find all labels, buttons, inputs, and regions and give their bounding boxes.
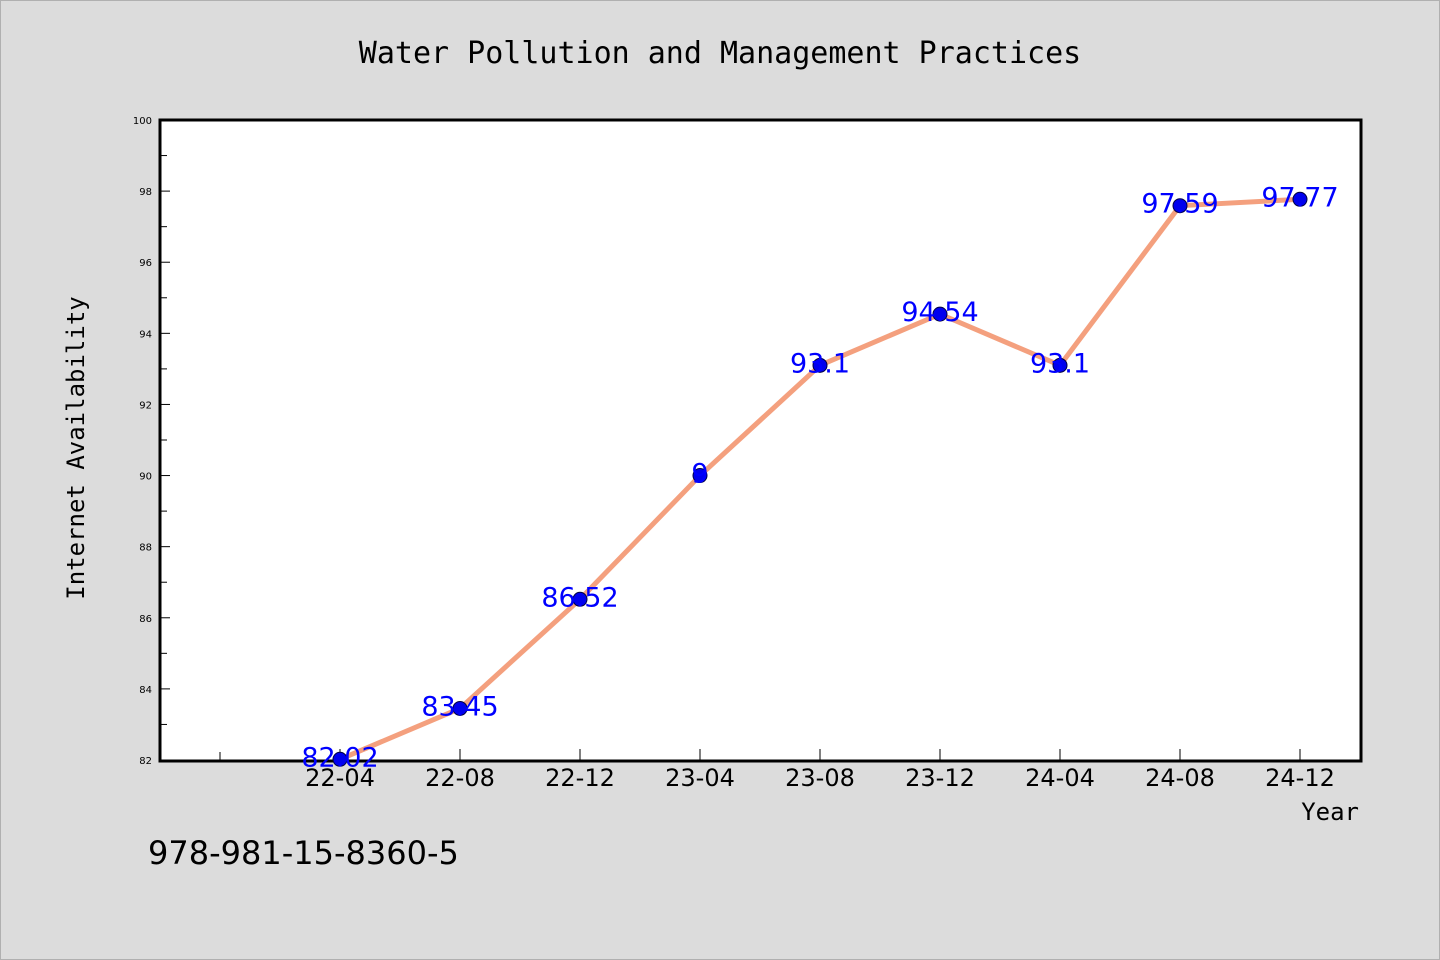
data-point bbox=[452, 700, 468, 716]
series-markers bbox=[332, 191, 1308, 767]
y-tick-label: 94 bbox=[139, 329, 152, 340]
x-tick-label: 22-12 bbox=[545, 764, 615, 792]
y-tick-label: 96 bbox=[139, 258, 152, 269]
x-tick-label: 24-12 bbox=[1265, 764, 1335, 792]
y-tick-label: 98 bbox=[139, 187, 152, 198]
x-axis-label: Year bbox=[1301, 798, 1359, 826]
y-tick-label: 100 bbox=[133, 116, 152, 127]
y-tick-label: 86 bbox=[139, 614, 152, 625]
data-point bbox=[1172, 198, 1188, 214]
y-axis-label: Internet Availability bbox=[62, 296, 90, 599]
data-label: 93.1 bbox=[1030, 348, 1090, 379]
data-label: 9 bbox=[691, 459, 708, 490]
x-axis: 22-04 22-08 22-12 23-04 23-08 23-12 24-04 24-08… bbox=[219, 749, 1335, 792]
x-tick-label: 24-04 bbox=[1025, 764, 1095, 792]
y-tick-label: 82 bbox=[139, 756, 152, 767]
data-labels: 82.02 83.45 86.52 9 93.1 94.54 93.1 97.59 97.77 bbox=[301, 182, 1338, 773]
data-point bbox=[812, 357, 828, 373]
data-point bbox=[932, 306, 948, 322]
data-point bbox=[1052, 357, 1068, 373]
data-point bbox=[572, 591, 588, 607]
data-label: 82.02 bbox=[301, 742, 378, 773]
data-label: 83.45 bbox=[421, 691, 498, 722]
data-point bbox=[1292, 191, 1308, 207]
data-label: 94.54 bbox=[901, 297, 978, 328]
y-tick-label: 92 bbox=[139, 400, 152, 411]
data-point bbox=[332, 751, 348, 767]
plot-area bbox=[158, 118, 1363, 763]
x-tick-label: 24-08 bbox=[1145, 764, 1215, 792]
x-tick-label: 23-08 bbox=[785, 764, 855, 792]
chart-title: Water Pollution and Management Practices bbox=[359, 36, 1081, 71]
x-tick-label: 23-04 bbox=[665, 764, 735, 792]
data-point bbox=[692, 468, 708, 484]
y-tick-label: 84 bbox=[139, 685, 152, 696]
x-tick-label: 22-08 bbox=[425, 764, 495, 792]
y-axis: 82 84 86 88 90 92 94 96 98 100 bbox=[133, 116, 170, 767]
footer-text: 978-981-15-8360-5 bbox=[148, 834, 459, 872]
y-tick-label: 88 bbox=[139, 543, 152, 554]
data-label: 97.77 bbox=[1261, 182, 1338, 213]
x-tick-label: 22-04 bbox=[305, 764, 375, 792]
data-label: 97.59 bbox=[1141, 189, 1218, 220]
data-label: 86.52 bbox=[541, 582, 618, 613]
y-tick-label: 90 bbox=[139, 472, 152, 483]
data-label: 93.1 bbox=[790, 348, 850, 379]
x-tick-label: 23-12 bbox=[905, 764, 975, 792]
